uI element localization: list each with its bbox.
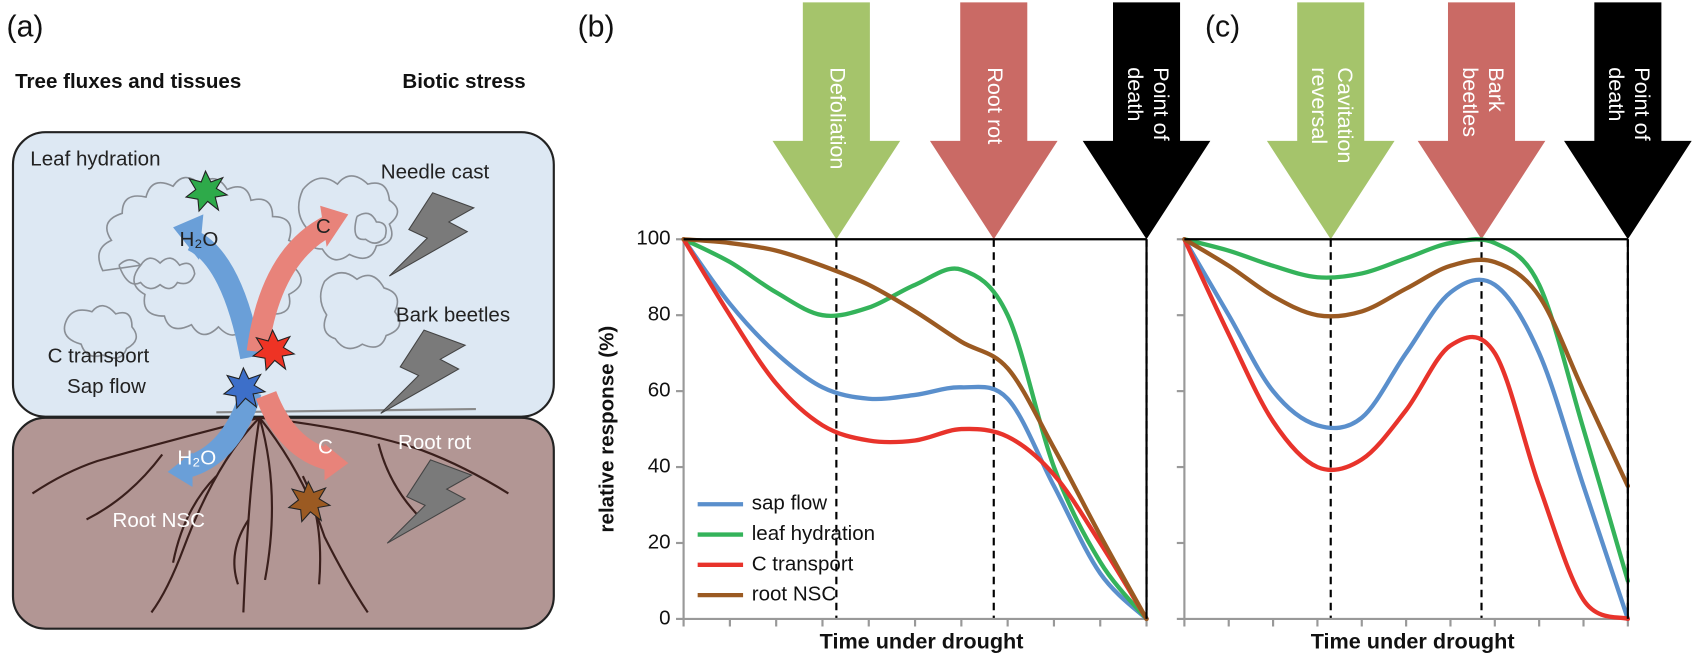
event-label: death xyxy=(1604,67,1629,121)
event-label: Point of xyxy=(1149,67,1174,141)
label: Needle cast xyxy=(381,161,490,184)
event-label: Defoliation xyxy=(826,67,851,169)
panel-label: (c) xyxy=(1205,10,1240,43)
legend-label: root NSC xyxy=(752,583,837,606)
series-line xyxy=(1184,239,1627,619)
label: C transport xyxy=(48,345,150,368)
x-axis-label: Time under drought xyxy=(820,628,1024,653)
legend-label: C transport xyxy=(752,552,854,575)
y-tick-label: 80 xyxy=(648,303,671,326)
event-label: beetles xyxy=(1458,67,1483,137)
panel-label: (b) xyxy=(578,10,615,43)
label: C xyxy=(316,215,331,238)
series-line xyxy=(1184,239,1627,486)
y-tick-label: 100 xyxy=(636,227,670,250)
label: Bark beetles xyxy=(396,303,510,326)
y-tick-label: 0 xyxy=(659,606,670,629)
label: Leaf hydration xyxy=(30,148,160,171)
page: {"diagram": {"panel_label": "(a)", "head… xyxy=(0,0,1696,657)
panel-label: (a) xyxy=(6,10,43,43)
y-tick-label: 20 xyxy=(648,530,671,553)
label: Sap flow xyxy=(67,375,146,398)
label: Root NSC xyxy=(112,509,205,532)
y-axis-label: relative response (%) xyxy=(595,326,618,533)
heading: Biotic stress xyxy=(402,70,525,93)
figure: (a) Tree fluxes and tissues Biotic stres… xyxy=(0,0,1696,657)
legend-label: sap flow xyxy=(752,492,828,515)
x-axis-label: Time under drought xyxy=(1311,628,1515,653)
label: H₂O xyxy=(180,228,219,251)
event-label: Cavitation xyxy=(1333,67,1358,163)
event-label: Point of xyxy=(1630,67,1655,141)
label: C xyxy=(318,435,333,458)
series-line xyxy=(1184,239,1627,619)
y-tick-label: 60 xyxy=(648,379,671,402)
panel-a: (a) Tree fluxes and tissues Biotic stres… xyxy=(6,10,553,628)
label: H₂O xyxy=(177,446,216,469)
legend-label: leaf hydration xyxy=(752,522,875,545)
event-label: Root rot xyxy=(983,67,1008,144)
event-label: Bark xyxy=(1484,67,1509,112)
event-label: death xyxy=(1123,67,1148,121)
label: Root rot xyxy=(398,431,471,454)
event-label: reversal xyxy=(1307,67,1332,144)
y-tick-label: 40 xyxy=(648,454,671,477)
heading: Tree fluxes and tissues xyxy=(15,70,241,93)
